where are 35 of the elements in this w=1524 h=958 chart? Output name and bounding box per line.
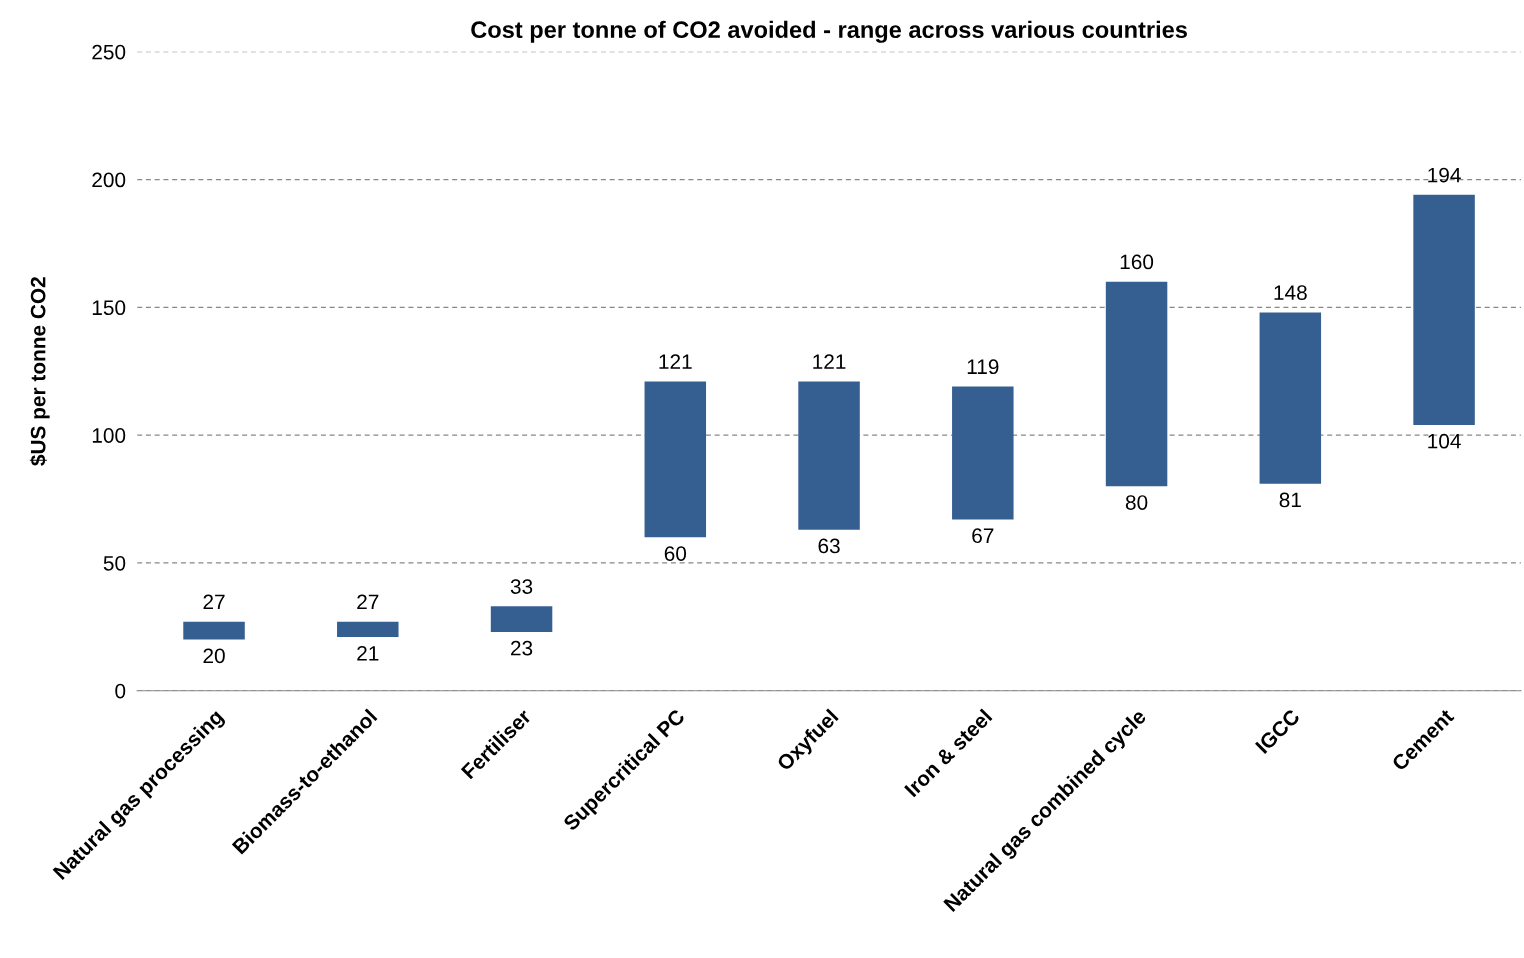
bar [1259,312,1322,484]
annotation: 60 [664,546,687,561]
annotation: 121 [813,354,846,369]
annotation: 119 [967,359,999,375]
annotation: 67 [972,528,994,544]
y-tick-label: 0 [115,683,126,699]
annotation: 160 [1120,254,1154,270]
annotation: 23 [511,640,533,656]
annotation: 33 [510,579,533,594]
bar [952,386,1014,520]
annotation: 81 [1279,492,1301,508]
bar [1105,281,1168,487]
y-tick-label: 150 [92,300,126,316]
annotation: 20 [203,648,225,664]
annotation: 194 [1428,167,1461,183]
chart-title: Cost per tonne of CO2 avoided - range across various countries [471,20,1187,43]
bar [1413,194,1475,425]
y-tick-label: 100 [92,428,126,443]
annotation: 27 [357,594,379,610]
annotation: 21 [357,645,379,661]
annotation: 121 [659,354,692,369]
y-axis-title: $US per tonne CO2 [29,277,50,466]
annotation: 27 [203,594,225,610]
bar [183,621,245,640]
annotation: 63 [818,538,840,554]
annotation: 148 [1274,285,1307,300]
y-tick-label: 250 [92,44,126,60]
bar [798,381,860,530]
annotation: 104 [1428,433,1461,449]
annotation: 80 [1125,495,1148,510]
bar [337,621,399,638]
bar [644,381,707,538]
y-tick-label: 50 [103,555,126,571]
y-tick-label: 200 [92,172,126,188]
bar [490,606,553,632]
